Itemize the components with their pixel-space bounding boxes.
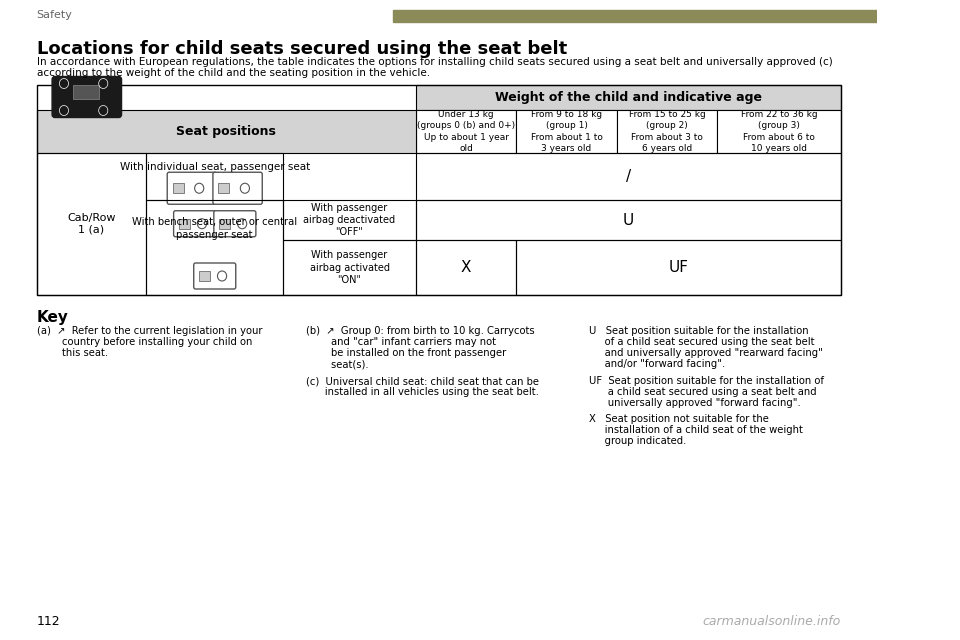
Text: Cab/Row
1 (a): Cab/Row 1 (a) [67,213,115,235]
Text: Key: Key [36,310,68,325]
FancyBboxPatch shape [213,172,262,204]
Bar [416,200,841,240]
Bar [218,183,229,193]
Text: universally approved "forward facing".: universally approved "forward facing". [589,398,802,408]
Text: From 15 to 25 kg
(group 2)
From about 3 to
6 years old: From 15 to 25 kg (group 2) From about 3 … [629,110,706,153]
Text: carmanualsonline.info: carmanualsonline.info [703,615,841,628]
Text: Seat positions: Seat positions [177,125,276,138]
Text: Weight of the child and indicative age: Weight of the child and indicative age [494,91,761,104]
Text: Safety: Safety [36,10,72,20]
Circle shape [99,106,108,115]
Text: X: X [461,260,471,275]
Bar [516,110,617,153]
Text: With individual seat, passenger seat: With individual seat, passenger seat [120,162,310,172]
Text: X   Seat position not suitable for the: X Seat position not suitable for the [589,414,769,424]
Bar [36,85,841,295]
Text: and universally approved "rearward facing": and universally approved "rearward facin… [589,348,824,358]
Text: Under 13 kg
(groups 0 (b) and 0+)
Up to about 1 year
old: Under 13 kg (groups 0 (b) and 0+) Up to … [417,110,516,153]
Bar [416,85,841,110]
Text: (c)  Universal child seat: child seat that can be: (c) Universal child seat: child seat tha… [306,376,540,386]
Bar [219,219,230,228]
Bar [416,240,516,295]
Bar [73,85,99,99]
Bar [36,110,416,153]
Text: and "car" infant carriers may not: and "car" infant carriers may not [306,337,496,347]
Bar [617,110,717,153]
Bar [146,200,283,295]
Text: country before installing your child on: country before installing your child on [36,337,252,347]
Text: according to the weight of the child and the seating position in the vehicle.: according to the weight of the child and… [36,68,430,78]
Circle shape [60,79,68,88]
Text: installation of a child seat of the weight: installation of a child seat of the weig… [589,425,804,435]
Text: seat(s).: seat(s). [306,359,369,369]
FancyBboxPatch shape [174,211,216,237]
Bar [416,153,841,200]
Bar [200,271,210,281]
Bar [516,240,841,295]
FancyBboxPatch shape [194,263,236,289]
Text: UF: UF [668,260,688,275]
Bar [416,110,516,153]
Text: From 22 to 36 kg
(group 3)
From about 6 to
10 years old: From 22 to 36 kg (group 3) From about 6 … [741,110,817,153]
Circle shape [99,79,108,88]
Text: U: U [623,212,634,227]
Text: this seat.: this seat. [36,348,108,358]
Text: Locations for child seats secured using the seat belt: Locations for child seats secured using … [36,40,566,58]
Text: group indicated.: group indicated. [589,436,686,446]
Text: UF  Seat position suitable for the installation of: UF Seat position suitable for the instal… [589,376,825,386]
Text: of a child seat secured using the seat belt: of a child seat secured using the seat b… [589,337,815,347]
Text: In accordance with European regulations, the table indicates the options for ins: In accordance with European regulations,… [36,57,832,67]
Bar [173,183,183,193]
Bar [180,219,190,228]
Text: (b)  ↗  Group 0: from birth to 10 kg. Carrycots: (b) ↗ Group 0: from birth to 10 kg. Carr… [306,326,535,336]
Text: (a)  ↗  Refer to the current legislation in your: (a) ↗ Refer to the current legislation i… [36,326,262,336]
Text: With bench seat, outer or central
passenger seat: With bench seat, outer or central passen… [132,218,298,240]
Text: and/or "forward facing".: and/or "forward facing". [589,359,726,369]
FancyBboxPatch shape [167,172,217,204]
Bar [146,153,283,200]
Text: From 9 to 18 kg
(group 1)
From about 1 to
3 years old: From 9 to 18 kg (group 1) From about 1 t… [531,110,603,153]
Bar [393,10,877,22]
Bar [36,153,146,295]
Bar [283,240,416,295]
Text: /: / [626,169,631,184]
Bar [717,110,841,153]
Text: U   Seat position suitable for the installation: U Seat position suitable for the install… [589,326,809,336]
Bar [283,200,416,240]
Text: 112: 112 [36,615,60,628]
Text: installed in all vehicles using the seat belt.: installed in all vehicles using the seat… [306,387,539,397]
Text: be installed on the front passenger: be installed on the front passenger [306,348,506,358]
Text: With passenger
airbag deactivated
"OFF": With passenger airbag deactivated "OFF" [303,203,396,237]
FancyBboxPatch shape [52,77,122,118]
Text: With passenger
airbag activated
"ON": With passenger airbag activated "ON" [309,250,390,285]
Circle shape [60,106,68,115]
Text: a child seat secured using a seat belt and: a child seat secured using a seat belt a… [589,387,817,397]
FancyBboxPatch shape [214,211,256,237]
